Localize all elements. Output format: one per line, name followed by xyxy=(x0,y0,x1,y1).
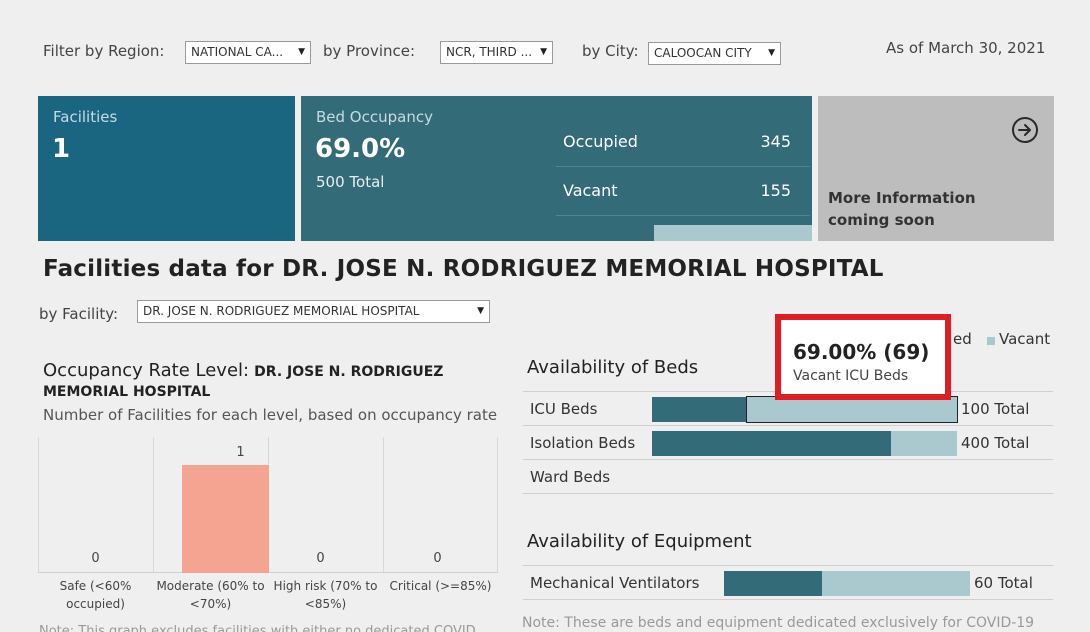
occupancy-bar-value: 0 xyxy=(433,551,442,566)
availability-row: ICU Beds xyxy=(523,392,1053,426)
vacant-bar[interactable] xyxy=(822,571,970,596)
occupancy-title-facility-2: MEMORIAL HOSPITAL xyxy=(43,384,211,400)
more-info-line-2: coming soon xyxy=(828,211,935,229)
legend-occupied-label: ed xyxy=(953,330,972,348)
facility-select-value: DR. JOSE N. RODRIGUEZ MEMORIAL HOSPITAL xyxy=(143,304,420,318)
equipment-divider xyxy=(523,565,1053,566)
chevron-down-icon: ▼ xyxy=(477,306,484,316)
facility-filter-label: by Facility: xyxy=(39,305,119,323)
tooltip-label: Vacant ICU Beds xyxy=(793,368,909,384)
occupied-value: 345 xyxy=(760,132,791,151)
tooltip-value: 69.00% (69) xyxy=(793,340,930,364)
equipment-section-title: Availability of Equipment xyxy=(527,531,752,552)
region-select-value: NATIONAL CA... xyxy=(191,45,284,59)
occupied-row: Occupied 345 xyxy=(556,118,810,167)
beds-section-title: Availability of Beds xyxy=(527,357,699,378)
availability-total: 60 Total xyxy=(974,574,1033,592)
city-select-value: CALOOCAN CITY xyxy=(654,46,752,60)
chevron-down-icon: ▼ xyxy=(540,47,547,57)
occupancy-bars: 0 Safe (<60% occupied) 1 Moderate (60% to <70… xyxy=(38,437,498,617)
occupied-bar[interactable] xyxy=(652,431,892,456)
chevron-down-icon: ▼ xyxy=(298,47,305,57)
occupancy-bar-value: 0 xyxy=(91,551,100,566)
occupancy-title: Occupancy Rate Level: DR. JOSE N. RODRIG… xyxy=(43,359,503,384)
availability-row-label: Ward Beds xyxy=(530,468,611,486)
bed-occupancy-tile: Bed Occupancy 69.0% 500 Total xyxy=(301,96,812,241)
occupancy-bar-value: 1 xyxy=(236,445,245,460)
vacant-value: 155 xyxy=(760,181,791,200)
chevron-down-icon: ▼ xyxy=(768,48,775,58)
occupancy-category-label: High risk (70% to <85%) xyxy=(273,579,378,611)
availability-row-label: ICU Beds xyxy=(530,400,598,418)
availability-total: 400 Total xyxy=(961,434,1030,452)
bed-occupancy-total: 500 Total xyxy=(316,173,385,191)
province-select[interactable]: NCR, THIRD ... ▼ xyxy=(440,41,553,64)
availability-row: Ward Beds xyxy=(523,460,1053,494)
bed-occupancy-rate: 69.0% xyxy=(315,134,406,164)
vacant-row: Vacant 155 xyxy=(556,167,810,216)
bed-occupancy-title: Bed Occupancy xyxy=(316,108,433,126)
availability-row-label: Isolation Beds xyxy=(530,434,636,452)
vacant-bar[interactable] xyxy=(745,396,958,423)
more-info-tile[interactable]: More Information coming soon xyxy=(818,96,1054,241)
occupancy-title-label: Occupancy Rate Level: xyxy=(43,360,250,381)
facilities-tile: Facilities 1 xyxy=(38,96,295,241)
occupancy-category-label: Safe (<60% occupied) xyxy=(59,579,132,611)
more-info-text: More Information coming soon xyxy=(828,187,976,231)
facilities-tile-title: Facilities xyxy=(53,108,118,126)
legend-vacant-label: Vacant xyxy=(999,330,1051,348)
occupied-bar[interactable] xyxy=(724,571,823,596)
province-filter-label: by Province: xyxy=(323,42,416,60)
occupancy-category-label: Moderate (60% to <70%) xyxy=(156,579,265,611)
region-select[interactable]: NATIONAL CA... ▼ xyxy=(185,41,311,64)
more-info-line-1: More Information xyxy=(828,189,976,207)
facility-select[interactable]: DR. JOSE N. RODRIGUEZ MEMORIAL HOSPITAL … xyxy=(137,300,490,323)
tooltip: 69.00% (69) Vacant ICU Beds xyxy=(775,314,951,400)
as-of-date: As of March 30, 2021 xyxy=(886,39,1046,57)
occupied-bar[interactable] xyxy=(652,397,747,422)
city-select[interactable]: CALOOCAN CITY ▼ xyxy=(648,42,781,65)
facilities-count: 1 xyxy=(52,134,71,164)
facility-heading: Facilities data for DR. JOSE N. RODRIGUE… xyxy=(43,256,884,282)
occupied-label: Occupied xyxy=(563,132,638,151)
availability-total: 100 Total xyxy=(961,400,1030,418)
availability-row: Mechanical Ventilators xyxy=(523,566,1053,600)
occupancy-title-facility-1: DR. JOSE N. RODRIGUEZ xyxy=(254,364,444,380)
city-filter-label: by City: xyxy=(582,42,639,60)
occupancy-progress-bar xyxy=(654,225,812,241)
occupancy-bar-value: 0 xyxy=(316,551,325,566)
occupancy-bar[interactable] xyxy=(182,465,269,573)
availability-row: Isolation Beds xyxy=(523,426,1053,460)
region-filter-label: Filter by Region: xyxy=(43,42,165,60)
occupancy-note: Note: This graph excludes facilities wit… xyxy=(39,624,476,632)
legend-vacant-swatch xyxy=(987,337,995,345)
vacant-label: Vacant xyxy=(563,181,618,200)
occupancy-subtitle: Number of Facilities for each level, bas… xyxy=(43,406,498,424)
vacant-bar[interactable] xyxy=(891,431,957,456)
equipment-note: Note: These are beds and equipment dedic… xyxy=(522,615,1035,631)
availability-row-label: Mechanical Ventilators xyxy=(530,574,700,592)
province-select-value: NCR, THIRD ... xyxy=(446,45,533,59)
occupancy-category-label: Critical (>=85%) xyxy=(389,579,492,593)
arrow-right-circle-icon[interactable] xyxy=(1011,116,1039,144)
